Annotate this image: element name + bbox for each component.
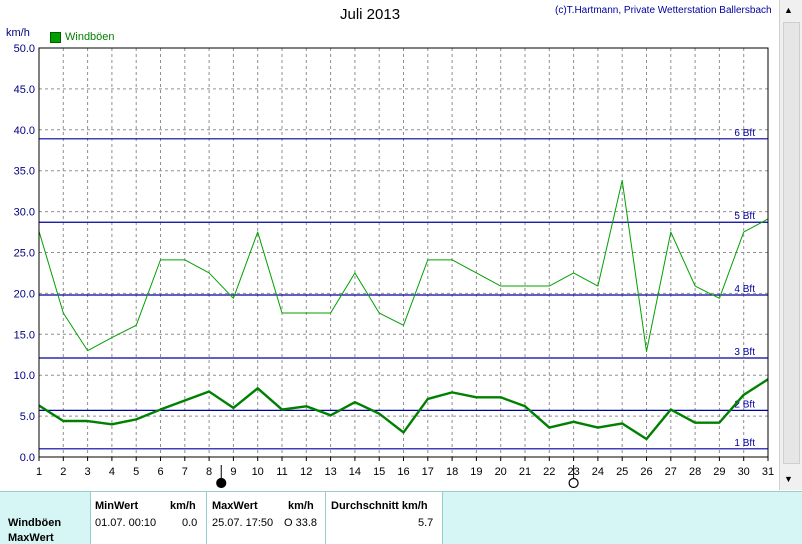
beaufort-label: 6 Bft (734, 128, 755, 139)
min-value: 0.0 (182, 517, 198, 529)
x-tick-label: 1 (36, 466, 42, 478)
beaufort-label: 1 Bft (734, 438, 755, 449)
y-tick-label: 5.0 (20, 411, 35, 423)
y-tick-label: 10.0 (14, 370, 35, 382)
y-tick-label: 45.0 (14, 84, 35, 96)
x-tick-label: 9 (230, 466, 236, 478)
beaufort-label: 2 Bft (734, 399, 755, 410)
statistics-panel: MinWert km/h MaxWert km/h Durchschnitt k… (0, 491, 802, 544)
series (38, 180, 769, 441)
max-time: 25.07. 17:50 (212, 517, 274, 529)
x-tick-label: 29 (713, 466, 725, 478)
axes: 0.0 5.0 10.0 15.0 20.0 25.0 30.0 35.0 40.0 45.0 50… (14, 43, 775, 478)
y-tick-label: 50.0 (14, 43, 35, 55)
beaufort-label: 3 Bft (734, 347, 755, 358)
x-tick-label: 3 (85, 466, 91, 478)
x-tick-label: 19 (470, 466, 482, 478)
x-tick-label: 6 (157, 466, 163, 478)
grid (38, 47, 769, 458)
scroll-down-icon[interactable]: ▼ (784, 474, 793, 484)
x-tick-label: 22 (543, 466, 555, 478)
legend-swatch (50, 31, 61, 43)
x-tick-label: 24 (592, 466, 604, 478)
legend-label: Windböen (65, 31, 115, 43)
x-tick-label: 27 (665, 466, 677, 478)
x-tick-label: 2 (60, 466, 66, 478)
header-min-unit: km/h (170, 500, 196, 512)
y-tick-label: 30.0 (14, 207, 35, 219)
min-time: 01.07. 00:10 (95, 517, 157, 529)
moon-phases (216, 465, 579, 489)
new-moon-icon (216, 477, 227, 489)
x-tick-label: 8 (206, 466, 212, 478)
y-axis-unit: km/h (6, 27, 30, 39)
beaufort-label: 4 Bft (734, 284, 755, 295)
row-label-max: MaxWert (8, 532, 54, 544)
header-max-unit: km/h (288, 500, 314, 512)
full-moon-icon (568, 477, 579, 489)
x-tick-label: 30 (738, 466, 750, 478)
header-max: MaxWert (212, 500, 258, 512)
wind-gust-chart: 1 Bft 2 Bft 3 Bft 4 Bft 5 Bft 6 Bft 0.0 5.0 10.… (14, 43, 775, 489)
x-tick-label: 13 (324, 466, 336, 478)
x-tick-label: 5 (133, 466, 139, 478)
scroll-up-icon[interactable]: ▲ (784, 5, 793, 15)
y-tick-label: 20.0 (14, 288, 35, 300)
y-tick-label: 35.0 (14, 166, 35, 178)
x-tick-label: 20 (495, 466, 507, 478)
x-tick-label: 18 (446, 466, 458, 478)
x-tick-label: 11 (276, 466, 287, 478)
header-average: Durchschnitt km/h (331, 500, 428, 512)
average-value: 5.7 (418, 517, 434, 529)
x-tick-label: 25 (616, 466, 628, 478)
plot-frame (38, 47, 769, 458)
y-tick-label: 25.0 (14, 248, 35, 260)
x-tick-label: 4 (109, 466, 115, 478)
x-tick-label: 10 (252, 466, 264, 478)
series-line-2 (38, 378, 769, 441)
x-tick-label: 31 (762, 466, 774, 478)
x-tick-label: 15 (373, 466, 385, 478)
x-tick-label: 17 (422, 466, 434, 478)
scroll-thumb[interactable] (783, 22, 800, 464)
row-label-gusts: Windböen (8, 517, 62, 529)
y-tick-label: 0.0 (20, 452, 35, 464)
statistics-table (90, 492, 442, 544)
legend: Windböen (50, 31, 115, 43)
beaufort-label: 5 Bft (734, 211, 755, 222)
x-tick-label: 14 (349, 466, 361, 478)
copyright-text: (c)T.Hartmann, Private Wetterstation Bal… (555, 5, 772, 16)
x-tick-label: 28 (689, 466, 701, 478)
x-tick-label: 12 (300, 466, 312, 478)
x-tick-label: 26 (640, 466, 652, 478)
x-tick-label: 21 (519, 466, 531, 478)
x-tick-label: 7 (182, 466, 188, 478)
x-tick-label: 16 (397, 466, 409, 478)
max-value: O 33.8 (284, 517, 318, 529)
header-min: MinWert (95, 500, 139, 512)
series-line-1 (38, 180, 769, 352)
y-tick-label: 40.0 (14, 125, 35, 137)
vertical-scrollbar[interactable]: ▲ ▼ (779, 0, 802, 490)
y-tick-label: 15.0 (14, 329, 35, 341)
chart-title: Juli 2013 (340, 6, 401, 23)
